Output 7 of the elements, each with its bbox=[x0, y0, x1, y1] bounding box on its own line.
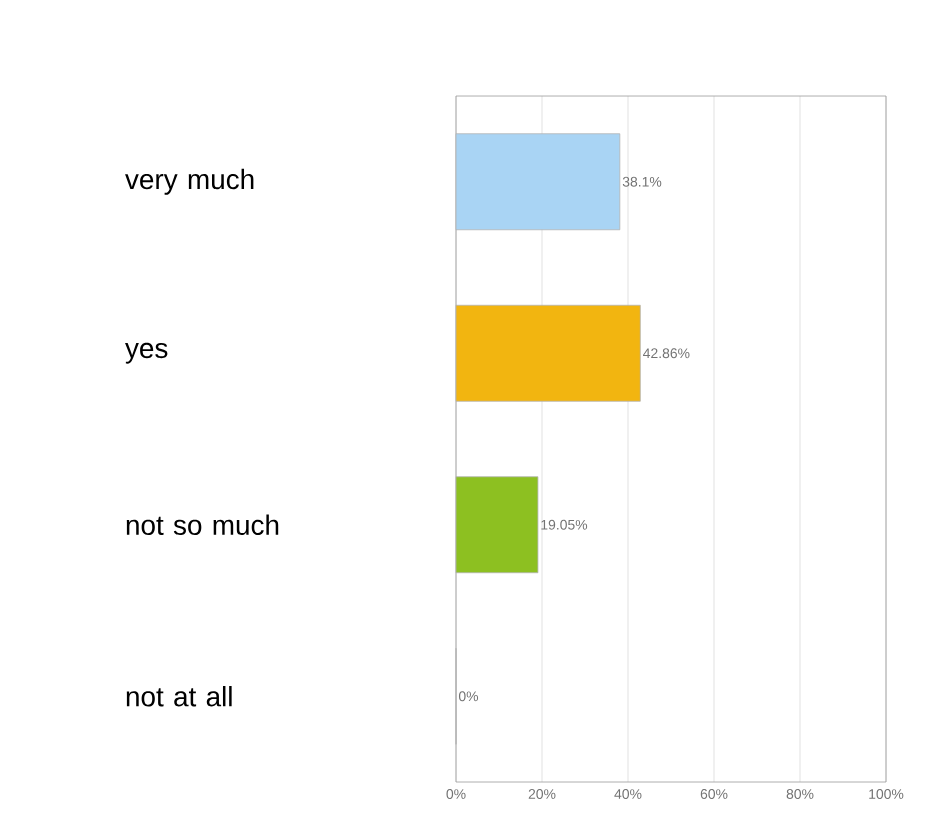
y-tick-label: not at all bbox=[126, 686, 232, 707]
y-tick-label: yes bbox=[125, 342, 168, 364]
bar bbox=[455, 304, 641, 402]
y-tick-label: very much bbox=[125, 168, 254, 195]
y-tick-label: not so much bbox=[126, 514, 279, 536]
bar bbox=[455, 476, 539, 574]
bar bbox=[455, 133, 621, 231]
